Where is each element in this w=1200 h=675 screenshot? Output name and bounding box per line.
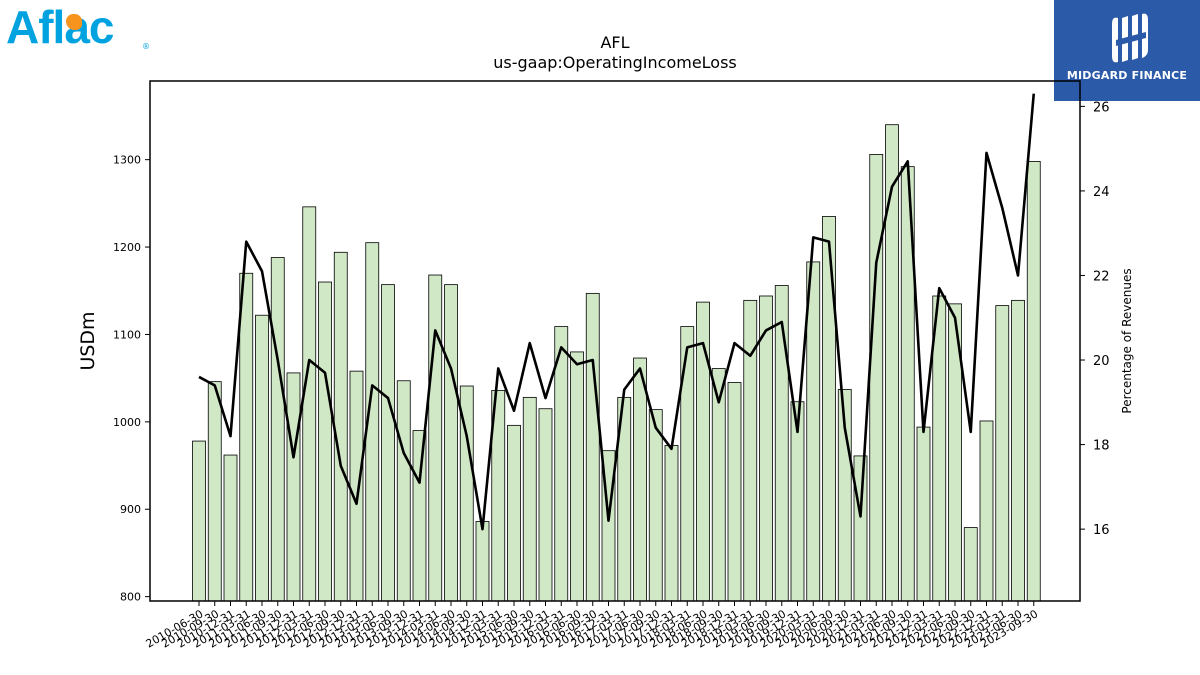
bar xyxy=(727,382,742,602)
bar xyxy=(223,454,238,602)
bar xyxy=(428,274,443,602)
bar xyxy=(806,261,821,602)
midgard-finance-label: MIDGARD FINANCE xyxy=(1066,69,1188,82)
bar xyxy=(538,408,553,602)
bar xyxy=(664,445,679,602)
bar xyxy=(648,409,663,602)
registered-mark: ® xyxy=(142,42,150,51)
y2-tick-label: 18 xyxy=(1093,439,1110,454)
bar xyxy=(885,124,899,602)
bar xyxy=(585,292,600,602)
plot-frame xyxy=(149,80,1081,602)
chart-subtitle: us-gaap:OperatingIncomeLoss xyxy=(493,53,737,72)
midgard-finance-logo: MIDGARD FINANCE xyxy=(1054,0,1200,101)
y-tick-label: 1200 xyxy=(113,241,141,254)
bar xyxy=(554,326,569,602)
bar xyxy=(302,206,317,602)
y-tick-label: 1000 xyxy=(113,416,141,429)
bar xyxy=(381,284,395,602)
y-axis-label: USDm xyxy=(77,311,99,370)
bar xyxy=(192,440,206,602)
bar xyxy=(475,521,490,602)
bar xyxy=(318,281,332,602)
bar xyxy=(853,455,868,602)
y2-tick-label: 20 xyxy=(1093,354,1110,369)
bar xyxy=(1026,160,1041,602)
bar xyxy=(979,420,994,602)
bar xyxy=(270,257,285,602)
percentage-line xyxy=(198,93,1036,531)
bar xyxy=(916,426,931,602)
bar xyxy=(207,381,222,602)
bar xyxy=(963,527,978,602)
bar xyxy=(822,216,836,602)
bar xyxy=(396,380,411,602)
bar xyxy=(412,430,427,602)
y2-axis-label: Percentage of Revenues xyxy=(1120,268,1134,413)
y2-tick-label: 22 xyxy=(1093,269,1110,284)
bar xyxy=(680,326,695,602)
aflac-wordmark: Aflac xyxy=(6,1,114,53)
bar xyxy=(743,299,758,602)
y-tick-label: 900 xyxy=(120,503,141,516)
bar xyxy=(522,396,537,602)
y2-tick-label: 24 xyxy=(1093,185,1110,200)
bar xyxy=(507,424,521,602)
bar xyxy=(255,314,269,602)
bar xyxy=(633,357,647,602)
bar xyxy=(444,284,458,602)
aflac-logo: Aflac ® xyxy=(4,1,154,58)
y-tick-label: 1100 xyxy=(113,328,141,341)
bar xyxy=(349,370,364,602)
bar xyxy=(869,154,884,602)
bar xyxy=(759,295,773,602)
plot-area: 80090010001100120013001618202224262010-0… xyxy=(113,80,1110,651)
bar xyxy=(1011,299,1025,602)
bar xyxy=(286,372,301,602)
bar xyxy=(932,295,947,602)
y2-tick-label: 16 xyxy=(1093,523,1110,538)
bar xyxy=(570,351,584,602)
bar xyxy=(774,285,789,602)
bar xyxy=(239,272,254,602)
duck-icon xyxy=(66,14,82,30)
bar xyxy=(995,305,1010,602)
y-tick-label: 1300 xyxy=(113,154,141,167)
midgard-monogram-icon xyxy=(1112,13,1148,63)
bar xyxy=(333,251,348,602)
chart-title: AFL xyxy=(600,33,629,52)
y-tick-label: 800 xyxy=(120,591,141,604)
y2-tick-label: 26 xyxy=(1093,100,1110,115)
